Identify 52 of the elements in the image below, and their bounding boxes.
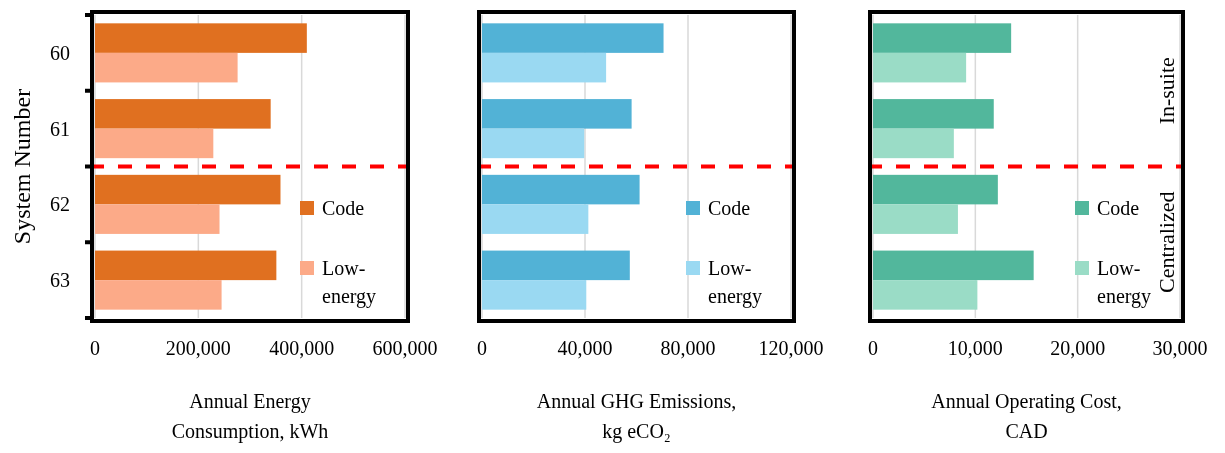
bar — [482, 250, 630, 281]
x-tick-label: 0 — [477, 337, 487, 359]
bar — [873, 23, 1012, 53]
bar — [482, 23, 664, 53]
bar — [95, 280, 222, 310]
x-tick-label: 0 — [90, 337, 100, 359]
bar — [873, 204, 958, 234]
y-tick-label: 60 — [50, 41, 70, 64]
x-axis-title: Annual Energy Consumption, kWh — [171, 390, 329, 443]
bar — [873, 174, 998, 205]
x-tick-label: 120,000 — [758, 337, 824, 359]
bar — [873, 250, 1034, 281]
bar — [95, 128, 214, 159]
x-tick-label: 30,000 — [1152, 337, 1208, 359]
bar — [482, 128, 585, 159]
bar — [95, 52, 238, 83]
x-tick-label: 80,000 — [660, 337, 716, 359]
bar — [482, 99, 632, 129]
legend-label: Low-energy — [322, 257, 377, 308]
x-tick-label: 200,000 — [165, 337, 231, 359]
x-tick-label: 0 — [868, 337, 878, 359]
bar — [482, 280, 587, 310]
y-tick-label: 61 — [50, 117, 70, 140]
bar — [873, 99, 994, 129]
bar — [95, 250, 277, 281]
bar — [873, 52, 967, 83]
bar — [482, 204, 589, 234]
legend-label: Code — [1097, 197, 1140, 219]
bar — [95, 204, 220, 234]
x-tick-label: 20,000 — [1050, 337, 1106, 359]
legend-label: Low-energy — [708, 257, 763, 308]
x-axis-title: Annual GHG Emissions, kg eCO₂ — [536, 390, 737, 443]
x-tick-label: 40,000 — [557, 337, 613, 359]
annotation: In-suite — [1153, 57, 1179, 125]
y-tick-label: 62 — [50, 193, 70, 216]
bar — [873, 128, 954, 159]
legend-label: Code — [322, 197, 365, 219]
bar — [482, 174, 640, 205]
bar — [95, 99, 271, 129]
x-tick-label: 10,000 — [947, 337, 1003, 359]
legend-label: Code — [708, 197, 751, 219]
y-axis-title: System Number — [9, 88, 35, 245]
bar — [95, 174, 281, 205]
bar — [95, 23, 307, 53]
bar — [873, 280, 978, 310]
bar — [482, 52, 607, 83]
x-tick-label: 400,000 — [269, 337, 335, 359]
y-tick-label: 63 — [50, 269, 70, 292]
legend-label: Low-energy — [1097, 257, 1152, 308]
x-axis-title: Annual Operating Cost, CAD — [931, 390, 1122, 442]
x-tick-label: 600,000 — [372, 337, 438, 359]
annotation: Centralized — [1153, 191, 1179, 293]
